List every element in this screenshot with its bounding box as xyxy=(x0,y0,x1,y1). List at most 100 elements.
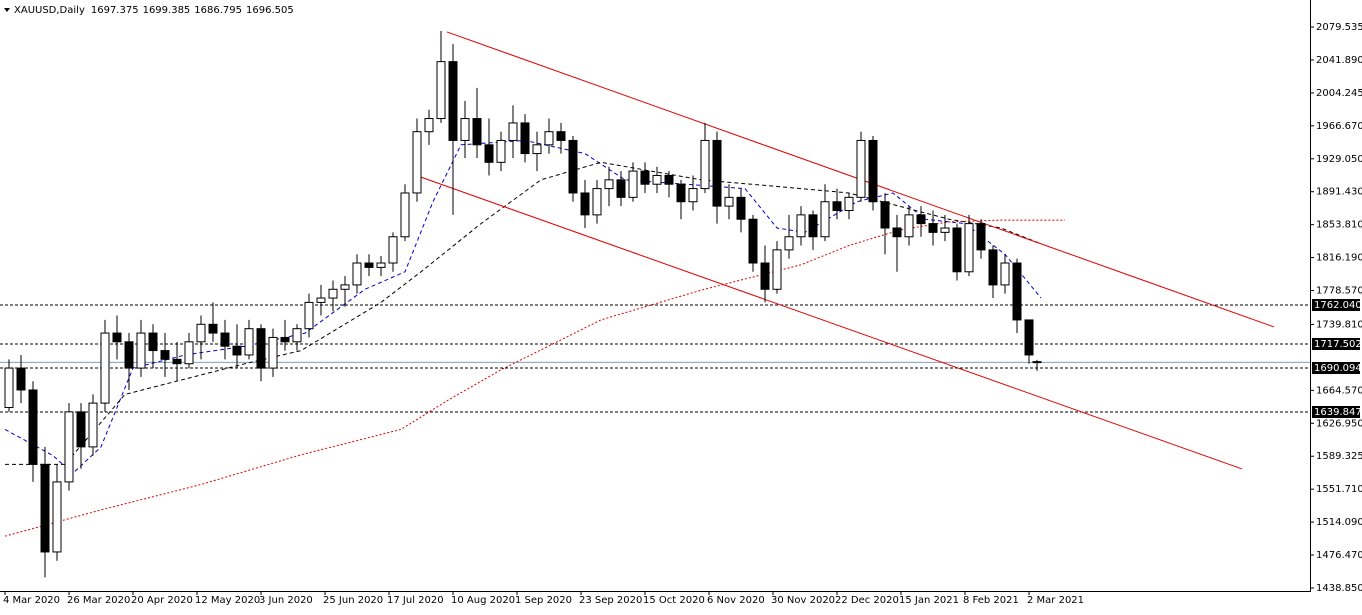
candle-body xyxy=(556,131,566,141)
candle-body xyxy=(712,139,722,207)
candle-body xyxy=(496,139,506,163)
level-label: 1690.094 xyxy=(1314,363,1362,374)
candle-body xyxy=(1012,262,1022,321)
candle-body xyxy=(256,328,266,369)
candle-body xyxy=(160,350,170,360)
header-high: 1699.385 xyxy=(143,5,191,16)
candle-body xyxy=(748,218,758,264)
candle-body xyxy=(820,201,830,238)
candle-body xyxy=(220,332,230,347)
menu-arrow[interactable] xyxy=(4,8,10,12)
candle-body xyxy=(376,262,386,268)
level-label-box xyxy=(1312,362,1360,375)
candle-body xyxy=(532,144,542,155)
x-tick-label: 23 Sep 2020 xyxy=(579,595,642,606)
level-label: 1639.847 xyxy=(1314,407,1362,418)
candle-body xyxy=(292,328,302,343)
x-tick-label: 4 Mar 2020 xyxy=(3,595,60,606)
y-tick-label: 2004.245 xyxy=(1316,88,1362,99)
level-label-box xyxy=(1312,299,1360,312)
candle-body xyxy=(868,139,878,203)
y-tick-label: 1853.810 xyxy=(1316,220,1362,231)
candle-body xyxy=(976,223,986,251)
x-tick-label: 22 Dec 2020 xyxy=(835,595,899,606)
y-tick-label: 1891.430 xyxy=(1316,187,1362,198)
level-label-box xyxy=(1312,338,1360,351)
candle-body xyxy=(988,249,998,286)
candle-body xyxy=(28,389,38,465)
candle-body xyxy=(244,328,254,356)
candle-body xyxy=(268,336,278,369)
header-close: 1696.505 xyxy=(246,5,294,16)
candle-body xyxy=(568,139,578,194)
x-tick-label: 17 Jul 2020 xyxy=(387,595,444,606)
candle-body xyxy=(856,139,866,198)
x-tick-label: 15 Jan 2021 xyxy=(899,595,959,606)
candle-body xyxy=(76,411,86,448)
candle-body xyxy=(1024,319,1034,356)
candle-body xyxy=(796,214,806,238)
candle-body xyxy=(904,214,914,238)
candle-body xyxy=(508,122,518,141)
y-tick-label: 1438.850 xyxy=(1316,583,1362,594)
candle-body xyxy=(400,192,410,238)
y-tick-label: 1551.710 xyxy=(1316,484,1362,495)
y-tick-label: 2041.890 xyxy=(1316,55,1362,66)
candle-body xyxy=(724,196,734,207)
candle-body xyxy=(196,323,206,343)
y-tick-label: 1816.190 xyxy=(1316,253,1362,264)
candle-body xyxy=(520,122,530,155)
candle-body xyxy=(484,144,494,163)
level-label-box xyxy=(1312,405,1360,418)
candle-body xyxy=(208,323,218,334)
candle-body xyxy=(232,345,242,356)
candle-body xyxy=(928,223,938,233)
y-tick-label: 1778.570 xyxy=(1316,286,1362,297)
candle-body xyxy=(184,341,194,365)
candle-body xyxy=(892,227,902,238)
level-label: 1717.502 xyxy=(1314,339,1362,350)
candle-body xyxy=(1032,361,1042,364)
moving-average xyxy=(5,161,1042,465)
candle-body xyxy=(124,341,134,369)
candle-body xyxy=(676,183,686,203)
candle-body xyxy=(148,332,158,352)
candle-body xyxy=(736,196,746,220)
channel-line xyxy=(414,174,1243,470)
candle-body xyxy=(604,179,614,190)
candle-body xyxy=(100,332,110,404)
candle-body xyxy=(628,170,638,198)
y-tick-label: 1739.810 xyxy=(1316,319,1362,330)
x-tick-label: 1 Sep 2020 xyxy=(515,595,572,606)
y-tick-label: 1929.050 xyxy=(1316,154,1362,165)
y-tick-label: 2079.535 xyxy=(1316,22,1362,33)
x-tick-label: 25 Jun 2020 xyxy=(323,595,383,606)
header-open: 1697.375 xyxy=(91,5,139,16)
candle-body xyxy=(616,179,626,198)
candle-body xyxy=(460,118,470,141)
candle-body xyxy=(772,249,782,290)
candle-body xyxy=(40,463,50,553)
candle-body xyxy=(436,61,446,120)
candle-body xyxy=(280,336,290,343)
chart-header: XAUUSD,Daily 1697.375 1699.385 1686.795 1696… xyxy=(14,5,294,16)
y-tick-label: 1589.325 xyxy=(1316,451,1362,462)
x-tick-label: 10 Aug 2020 xyxy=(451,595,515,606)
y-tick-label: 1664.570 xyxy=(1316,385,1362,396)
candle-body xyxy=(916,214,926,225)
candle-body xyxy=(844,196,854,211)
candle-body xyxy=(784,236,794,251)
x-tick-label: 26 Mar 2020 xyxy=(67,595,130,606)
candle-body xyxy=(952,227,962,273)
candle-body xyxy=(64,411,74,483)
candle-body xyxy=(664,174,674,185)
x-tick-label: 2 Mar 2021 xyxy=(1027,595,1084,606)
candle-body xyxy=(832,201,842,211)
x-tick-label: 8 Feb 2021 xyxy=(963,595,1019,606)
candle-body xyxy=(4,367,14,408)
candle-body xyxy=(448,61,458,141)
x-tick-label: 20 Apr 2020 xyxy=(131,595,193,606)
x-tick-label: 6 Nov 2020 xyxy=(707,595,765,606)
candle-body xyxy=(472,118,482,146)
